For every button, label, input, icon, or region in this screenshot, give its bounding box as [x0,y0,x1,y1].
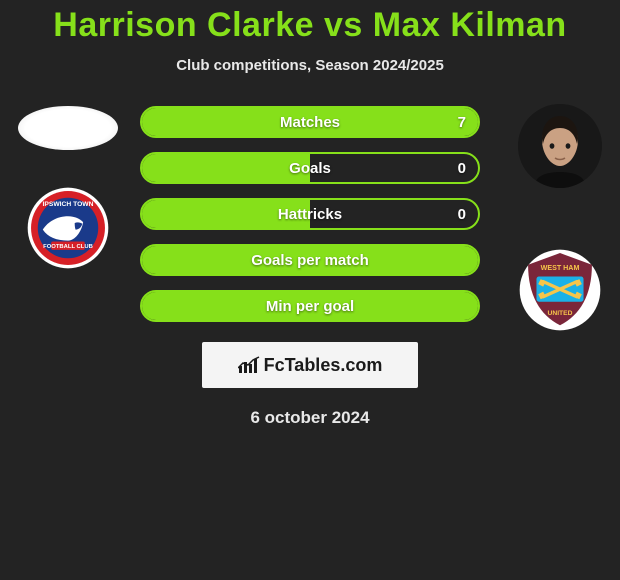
brand-box: FcTables.com [202,342,418,388]
stat-label: Hattricks [142,206,478,223]
brand-label: FcTables.com [264,355,383,376]
date: 6 october 2024 [0,408,620,428]
stat-row: Goals0 [140,152,480,184]
svg-text:FOOTBALL CLUB: FOOTBALL CLUB [43,244,93,250]
stat-label: Goals per match [142,252,478,269]
stat-value-right: 7 [458,114,466,131]
stat-row: Goals per match [140,244,480,276]
stat-row: Hattricks0 [140,198,480,230]
bar-chart-icon [238,356,260,374]
svg-text:UNITED: UNITED [547,310,572,317]
stat-value-right: 0 [458,206,466,223]
page-title: Harrison Clarke vs Max Kilman [0,0,620,45]
stat-label: Matches [142,114,478,131]
subtitle: Club competitions, Season 2024/2025 [0,57,620,74]
stat-value-right: 0 [458,160,466,177]
stat-label: Goals [142,160,478,177]
stat-label: Min per goal [142,298,478,315]
svg-text:IPSWICH TOWN: IPSWICH TOWN [42,201,93,208]
stat-row: Min per goal [140,290,480,322]
player-left-avatar [18,106,118,150]
svg-text:WEST HAM: WEST HAM [541,264,580,272]
comparison-area: IPSWICH TOWN FOOTBALL CLUB WEST HAM UNIT… [0,106,620,336]
club-right-badge: WEST HAM UNITED [518,248,602,332]
club-left-badge: IPSWICH TOWN FOOTBALL CLUB [26,186,110,270]
stat-row: Matches7 [140,106,480,138]
player-right-avatar [518,104,602,188]
